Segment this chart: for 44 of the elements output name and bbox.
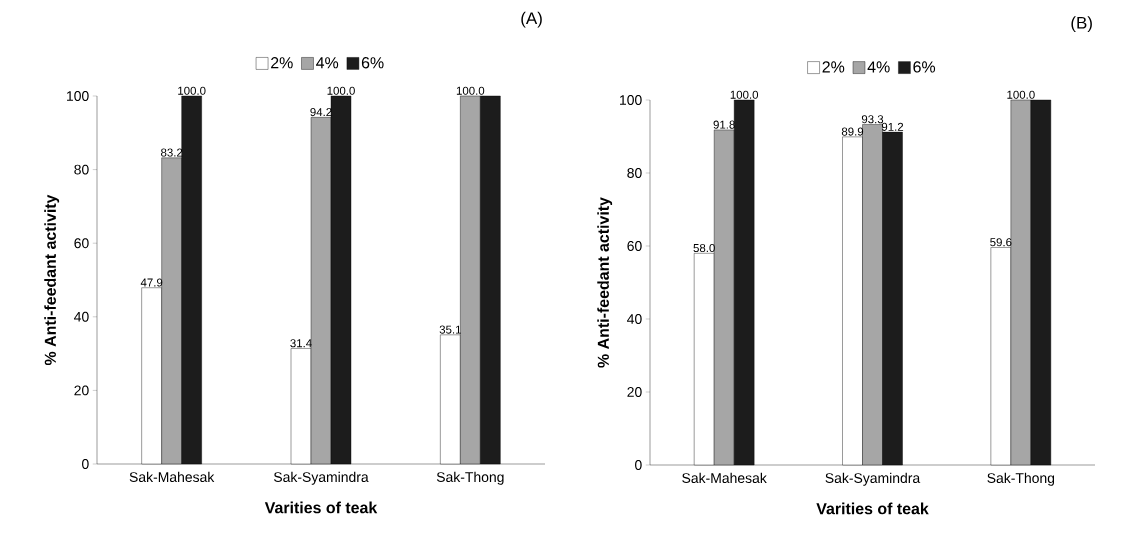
x-axis-title: Varities of teak xyxy=(264,501,378,514)
y-tick-label: 0 xyxy=(82,459,89,469)
legend-label: 6% xyxy=(361,57,384,69)
y-tick-label: 80 xyxy=(74,164,89,175)
x-axis-title: Varities of teak xyxy=(816,502,929,515)
data-label: 31.4 xyxy=(290,339,312,348)
data-label: 83.2 xyxy=(161,148,183,157)
x-tick-label: Sak-Thong xyxy=(987,472,1055,486)
data-label: 47.9 xyxy=(140,278,163,287)
y-tick-label: 20 xyxy=(74,385,89,396)
x-tick-label: Sak-Mahesak xyxy=(129,471,215,483)
legend-label: 2% xyxy=(822,61,845,73)
y-tick-label: 20 xyxy=(627,387,642,397)
y-tick-label: 100 xyxy=(67,91,89,101)
y-tick-label: 60 xyxy=(627,241,642,251)
data-label: 59.6 xyxy=(990,238,1012,247)
data-label: 89.9 xyxy=(841,127,864,136)
data-label: 35.1 xyxy=(439,325,461,334)
data-label: 100.0 xyxy=(178,86,206,95)
y-tick-label: 100 xyxy=(620,95,642,105)
x-tick-label: Sak-Mahesak xyxy=(682,472,767,484)
x-tick-label: Sak-Syamindra xyxy=(273,471,369,485)
legend-label: 4% xyxy=(867,61,890,73)
data-label: 100.0 xyxy=(1007,90,1035,99)
y-axis-title: % Anti-feedant activity xyxy=(597,197,613,368)
y-tick-label: 40 xyxy=(74,311,89,322)
legend-label: 6% xyxy=(913,61,936,73)
data-label: 91.2 xyxy=(881,122,904,131)
chart-title: (A) xyxy=(521,11,542,28)
y-tick-label: 0 xyxy=(635,460,642,470)
x-tick-label: Sak-Thong xyxy=(436,471,504,485)
legend-label: 2% xyxy=(271,57,293,69)
legend-label: 4% xyxy=(316,57,339,69)
data-label: 58.0 xyxy=(693,243,715,253)
chart-title: (B) xyxy=(1071,16,1092,33)
data-label: 100.0 xyxy=(327,86,355,95)
y-tick-label: 60 xyxy=(74,238,89,249)
y-axis-title: % Anti-feedant activity xyxy=(44,194,60,366)
data-label: 100.0 xyxy=(730,90,759,99)
x-tick-label: Sak-Syamindra xyxy=(825,472,921,486)
data-label: 100.0 xyxy=(456,86,485,95)
y-tick-label: 80 xyxy=(627,168,642,178)
data-label: 93.3 xyxy=(861,115,884,124)
y-tick-label: 40 xyxy=(627,314,642,324)
